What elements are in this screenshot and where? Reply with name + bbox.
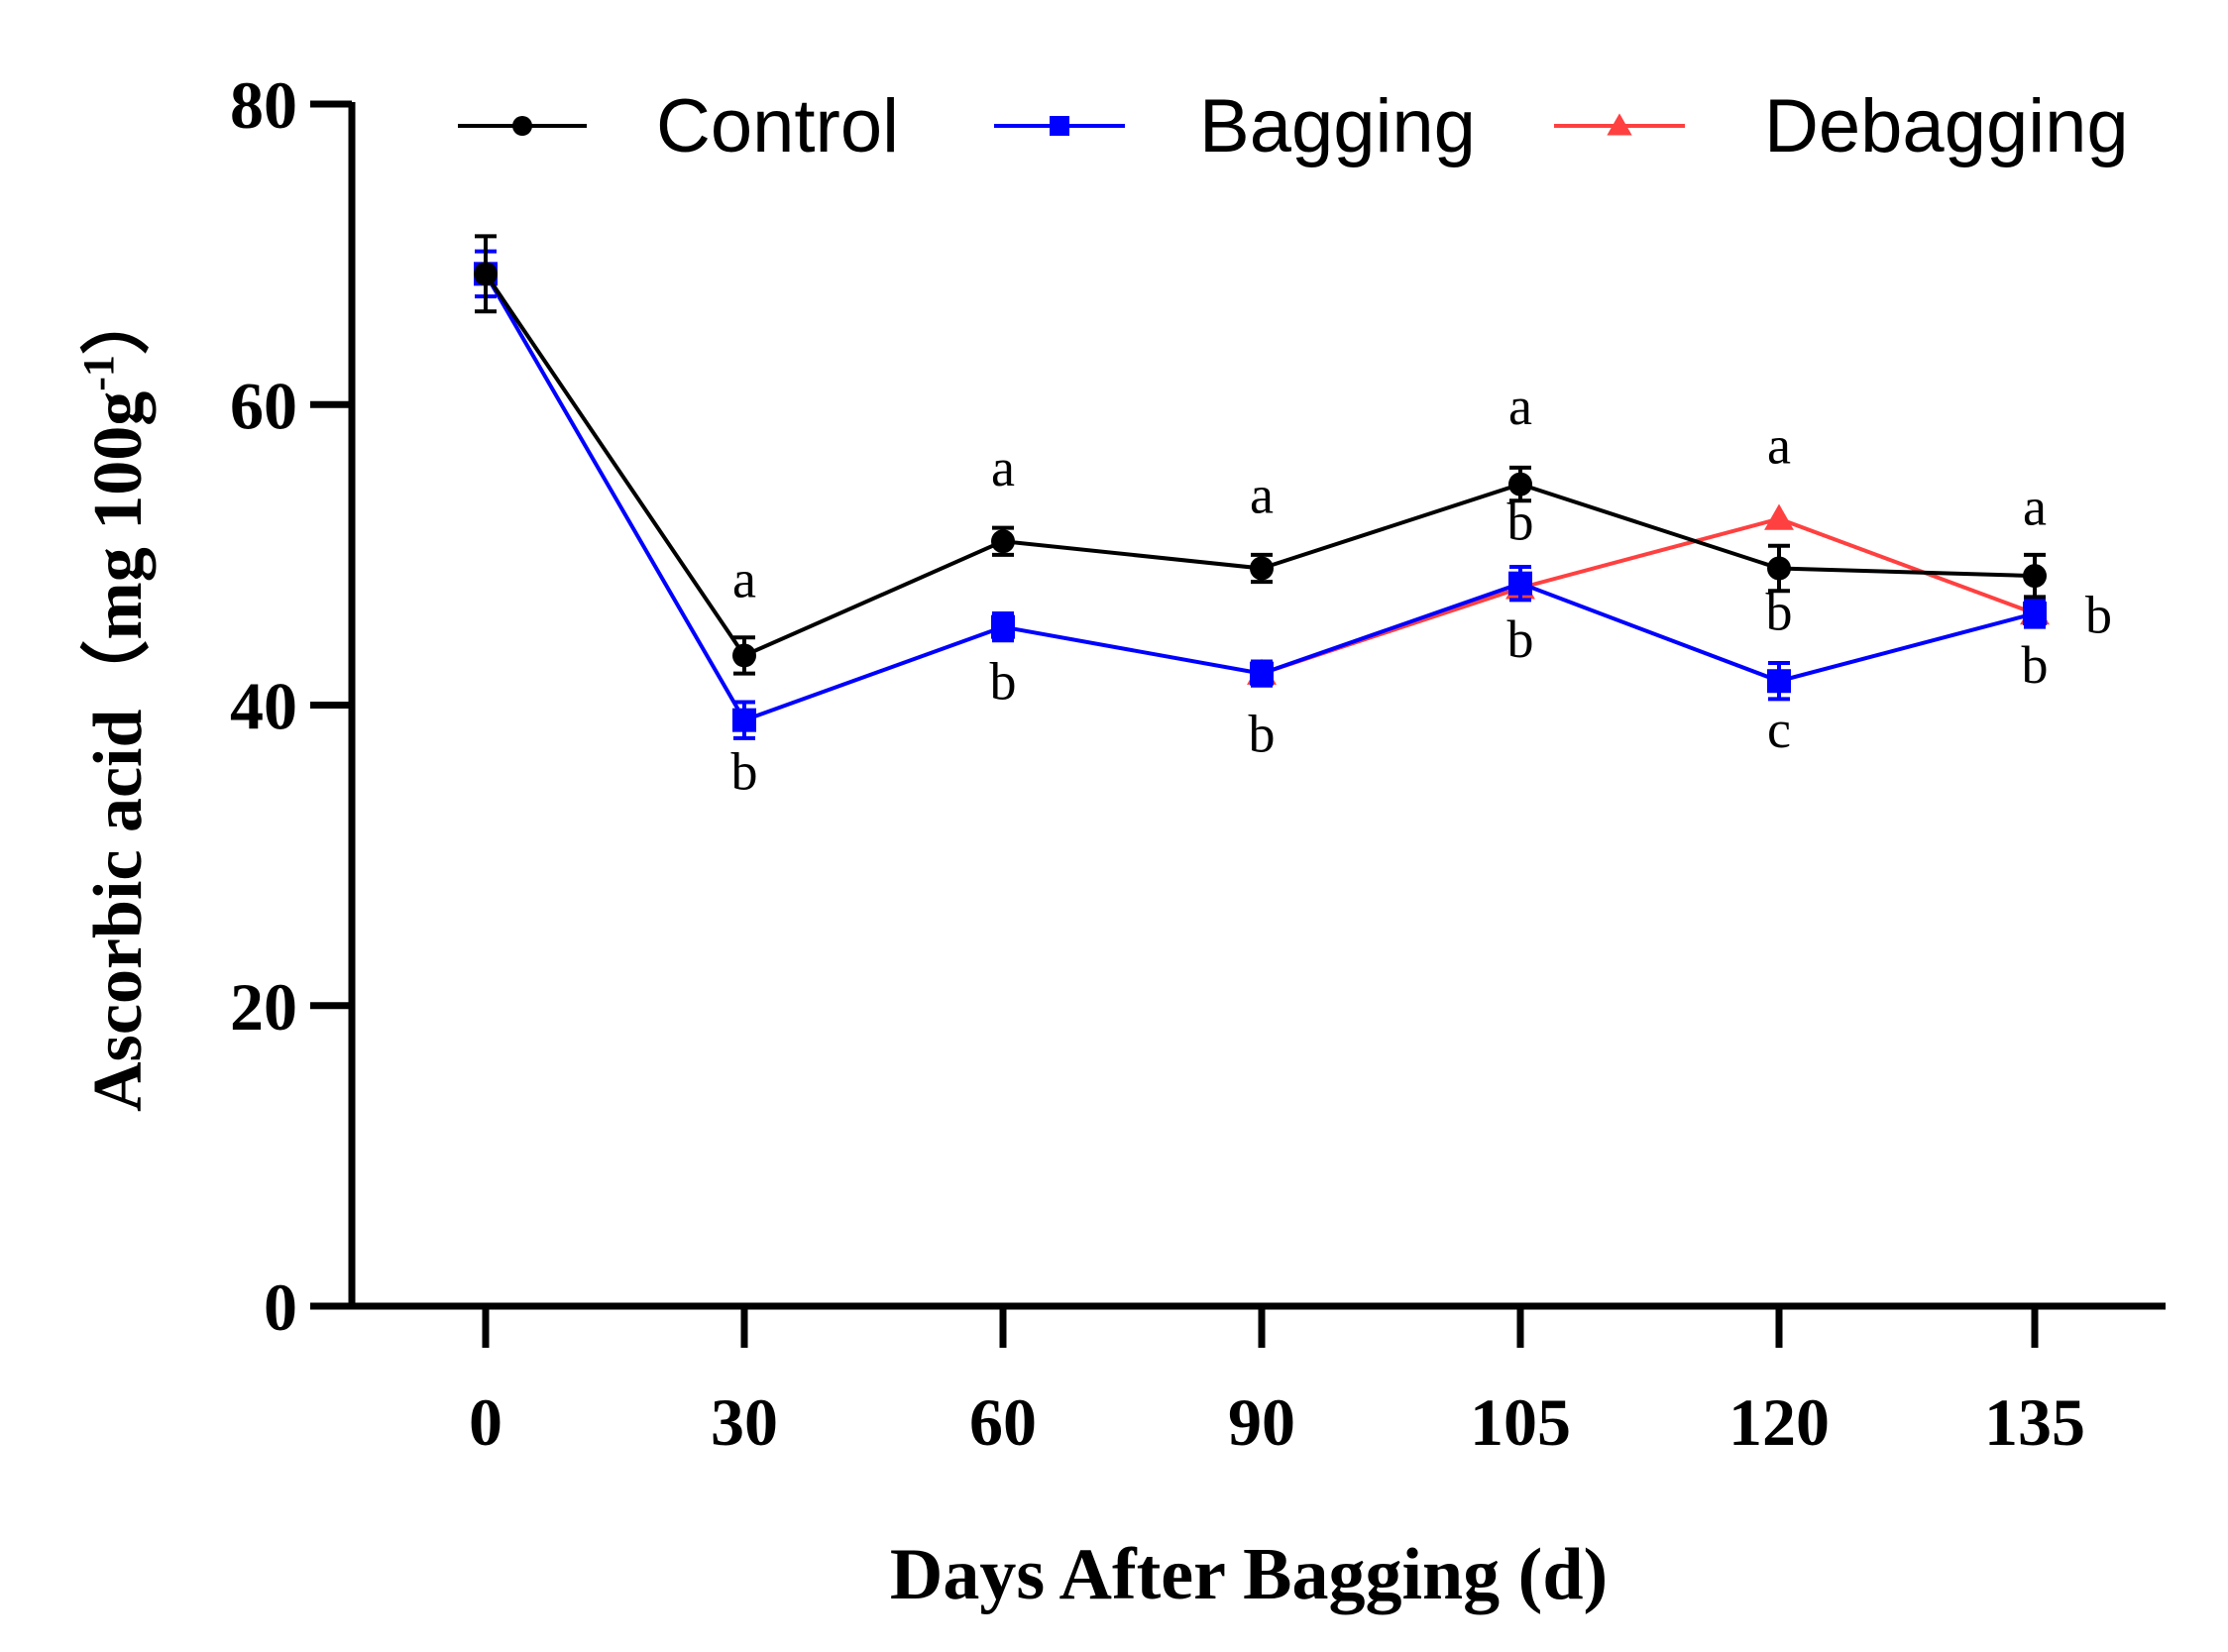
y-axis-title-main: Ascorbic acid（mg 100g — [79, 391, 157, 1112]
data-point — [474, 262, 498, 286]
significance-letter: b — [2022, 635, 2049, 695]
significance-letter: a — [1250, 465, 1274, 524]
significance-letter: a — [1508, 377, 1532, 436]
legend-item-bagging: Bagging — [994, 84, 1476, 168]
series-bagging — [474, 249, 2047, 740]
data-point — [732, 708, 756, 732]
y-tick-label: 40 — [230, 669, 297, 744]
x-tick-label: 135 — [1984, 1384, 2085, 1460]
legend: Control Bagging Debagging — [458, 84, 2129, 168]
y-axis-title-closing: ） — [79, 285, 157, 355]
x-tick-label: 105 — [1470, 1384, 1571, 1460]
significance-letter: b — [990, 651, 1017, 711]
data-point — [2023, 602, 2047, 626]
x-tick-label: 90 — [1228, 1384, 1295, 1460]
legend-item-control: Control — [458, 84, 899, 168]
legend-label: Control — [656, 84, 899, 168]
significance-letter: b — [2085, 586, 2112, 645]
significance-letter: b — [1507, 609, 1534, 669]
significance-letter: b — [1507, 493, 1534, 552]
y-tick-label: 60 — [230, 368, 297, 443]
significance-letter: b — [1249, 705, 1276, 764]
data-point — [991, 614, 1015, 639]
significance-letter: a — [2023, 478, 2047, 537]
y-tick-label: 80 — [230, 67, 297, 143]
y-axis-title-superscript: -1 — [74, 355, 123, 391]
x-axis-title: Days After Bagging (d) — [890, 1534, 1608, 1615]
x-tick-label: 60 — [969, 1384, 1037, 1460]
significance-letter: a — [1767, 415, 1791, 475]
significance-letter: a — [991, 438, 1015, 497]
x-tick-label: 120 — [1728, 1384, 1830, 1460]
data-point — [1764, 503, 1794, 530]
x-tick-label: 30 — [711, 1384, 778, 1460]
data-point — [732, 643, 756, 668]
legend-item-debagging: Debagging — [1554, 84, 2129, 168]
significance-letter: b — [731, 741, 758, 801]
data-point — [1508, 571, 1532, 596]
legend-label: Debagging — [1764, 84, 2129, 168]
data-point — [1250, 556, 1274, 581]
significance-letter: a — [732, 549, 756, 608]
data-point — [1250, 661, 1274, 686]
y-tick-label: 0 — [264, 1269, 297, 1345]
axes: 0 20 40 60 80 0 30 60 90 105 120 135 — [230, 67, 2166, 1460]
plot-area — [474, 234, 2050, 740]
series-control — [474, 234, 2047, 676]
data-point — [1607, 113, 1632, 136]
data-point — [1767, 556, 1791, 581]
y-axis-title: Ascorbic acid（mg 100g-1） — [74, 285, 157, 1112]
data-point — [1767, 669, 1791, 694]
series-line — [1261, 516, 2036, 676]
data-point — [2023, 564, 2047, 589]
data-point — [1508, 472, 1532, 496]
data-point — [991, 529, 1015, 554]
data-point — [1050, 116, 1069, 136]
x-tick-label: 0 — [469, 1384, 502, 1460]
y-tick-label: 20 — [230, 969, 297, 1045]
significance-letter: b — [1766, 583, 1793, 642]
data-point — [512, 116, 532, 136]
significance-letter: c — [1767, 700, 1791, 759]
legend-label: Bagging — [1199, 84, 1476, 168]
